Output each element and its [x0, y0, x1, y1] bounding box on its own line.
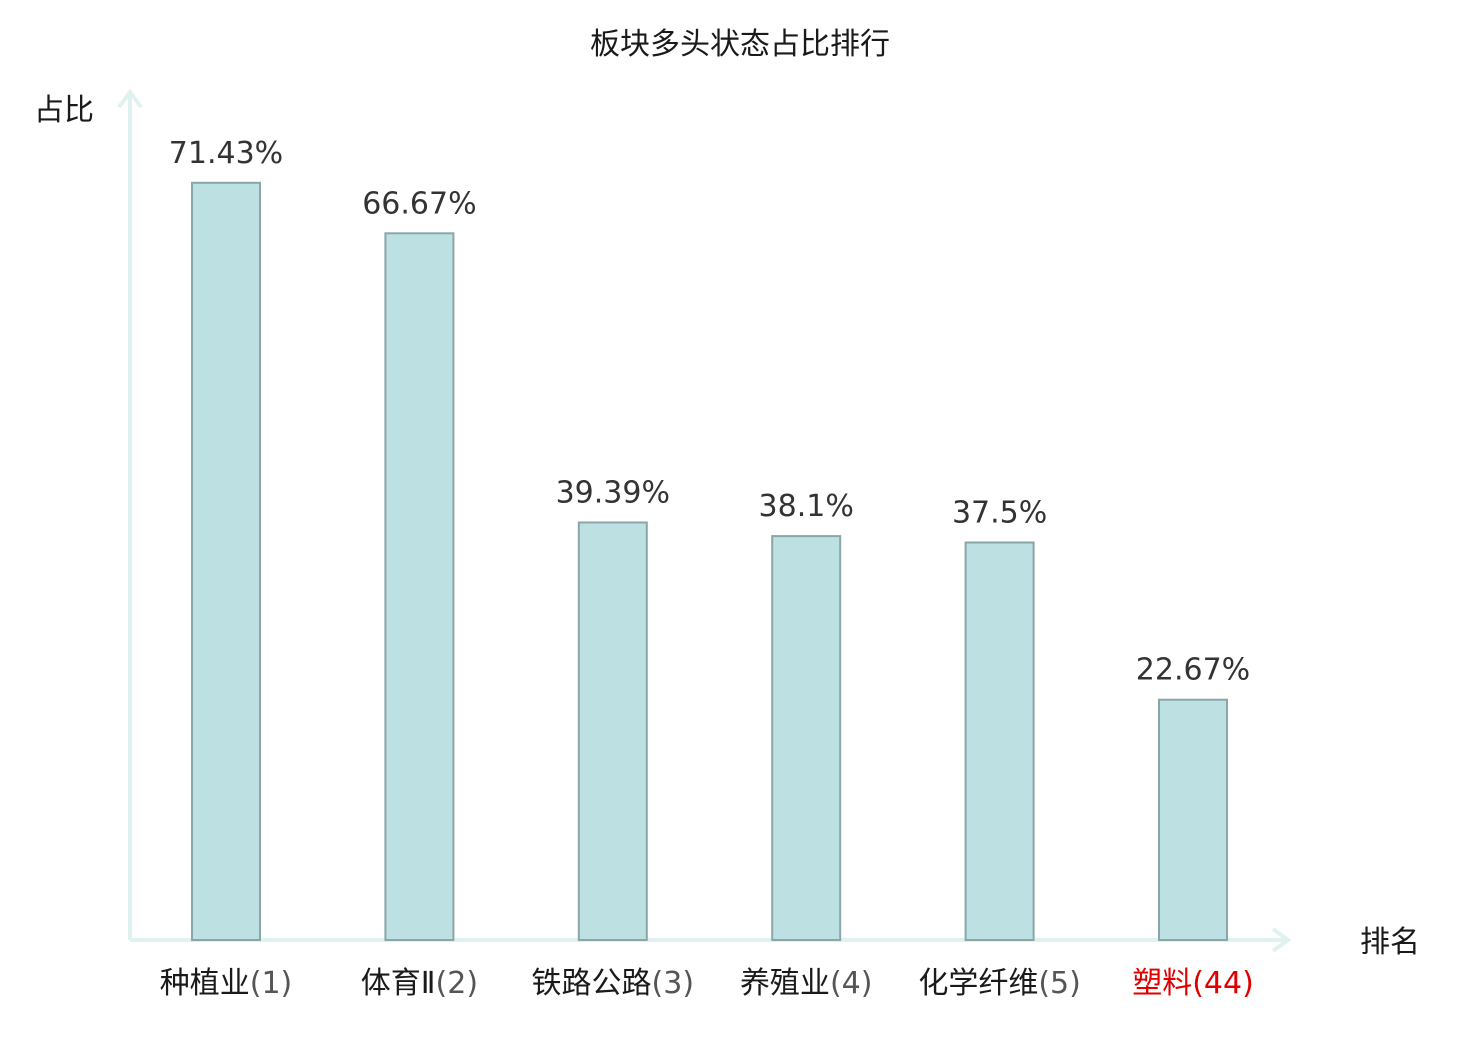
- x-axis: [130, 927, 1292, 953]
- value-labels-group: 71.43% 66.67% 39.39% 38.1% 37.5% 22.67%: [169, 136, 1250, 688]
- bar-value-label: 22.67%: [1136, 653, 1250, 688]
- bar: [964, 541, 1035, 941]
- category-name: 种植业: [160, 966, 250, 1001]
- bar: [384, 232, 455, 942]
- bar: [771, 535, 842, 941]
- category-name: 化学纤维: [918, 966, 1038, 1001]
- x-axis-arrow: [1271, 927, 1292, 953]
- bar-value-label: 37.5%: [952, 496, 1047, 531]
- category-name: 铁路公路: [532, 966, 652, 1001]
- bar: [191, 181, 261, 942]
- y-axis-arrow: [117, 88, 143, 109]
- category-label: 体育Ⅱ(2): [361, 966, 478, 1001]
- bar-value-label: 38.1%: [759, 489, 854, 524]
- category-name: 塑料: [1132, 966, 1192, 1001]
- category-rank: (2): [436, 966, 479, 1001]
- bar: [1158, 698, 1228, 942]
- y-axis-label: 占比: [34, 93, 94, 128]
- category-label: 养殖业(4): [740, 966, 873, 1001]
- category-rank: (44): [1192, 966, 1254, 1001]
- category-rank: (4): [830, 966, 873, 1001]
- category-labels-group: 种植业(1) 体育Ⅱ(2) 铁路公路(3) 养殖业(4) 化学纤维(5) 塑料(44): [160, 966, 1254, 1001]
- bar-value-label: 71.43%: [169, 136, 283, 171]
- category-name: 养殖业: [740, 966, 830, 1001]
- chart-title: 板块多头状态占比排行: [590, 27, 890, 62]
- bar: [577, 521, 648, 941]
- bars-group: [191, 181, 1228, 942]
- category-rank: (1): [250, 966, 293, 1001]
- category-label: 化学纤维(5): [918, 966, 1081, 1001]
- category-label: 铁路公路(3): [532, 966, 695, 1001]
- bar-value-label: 66.67%: [362, 186, 476, 221]
- category-rank: (5): [1038, 966, 1081, 1001]
- category-rank: (3): [652, 966, 695, 1001]
- bar-value-label: 39.39%: [556, 476, 670, 511]
- category-name: 体育Ⅱ: [361, 966, 436, 1001]
- y-axis: [117, 88, 143, 940]
- category-label: 种植业(1): [160, 966, 293, 1001]
- x-axis-label: 排名: [1360, 925, 1420, 960]
- category-label: 塑料(44): [1132, 966, 1254, 1001]
